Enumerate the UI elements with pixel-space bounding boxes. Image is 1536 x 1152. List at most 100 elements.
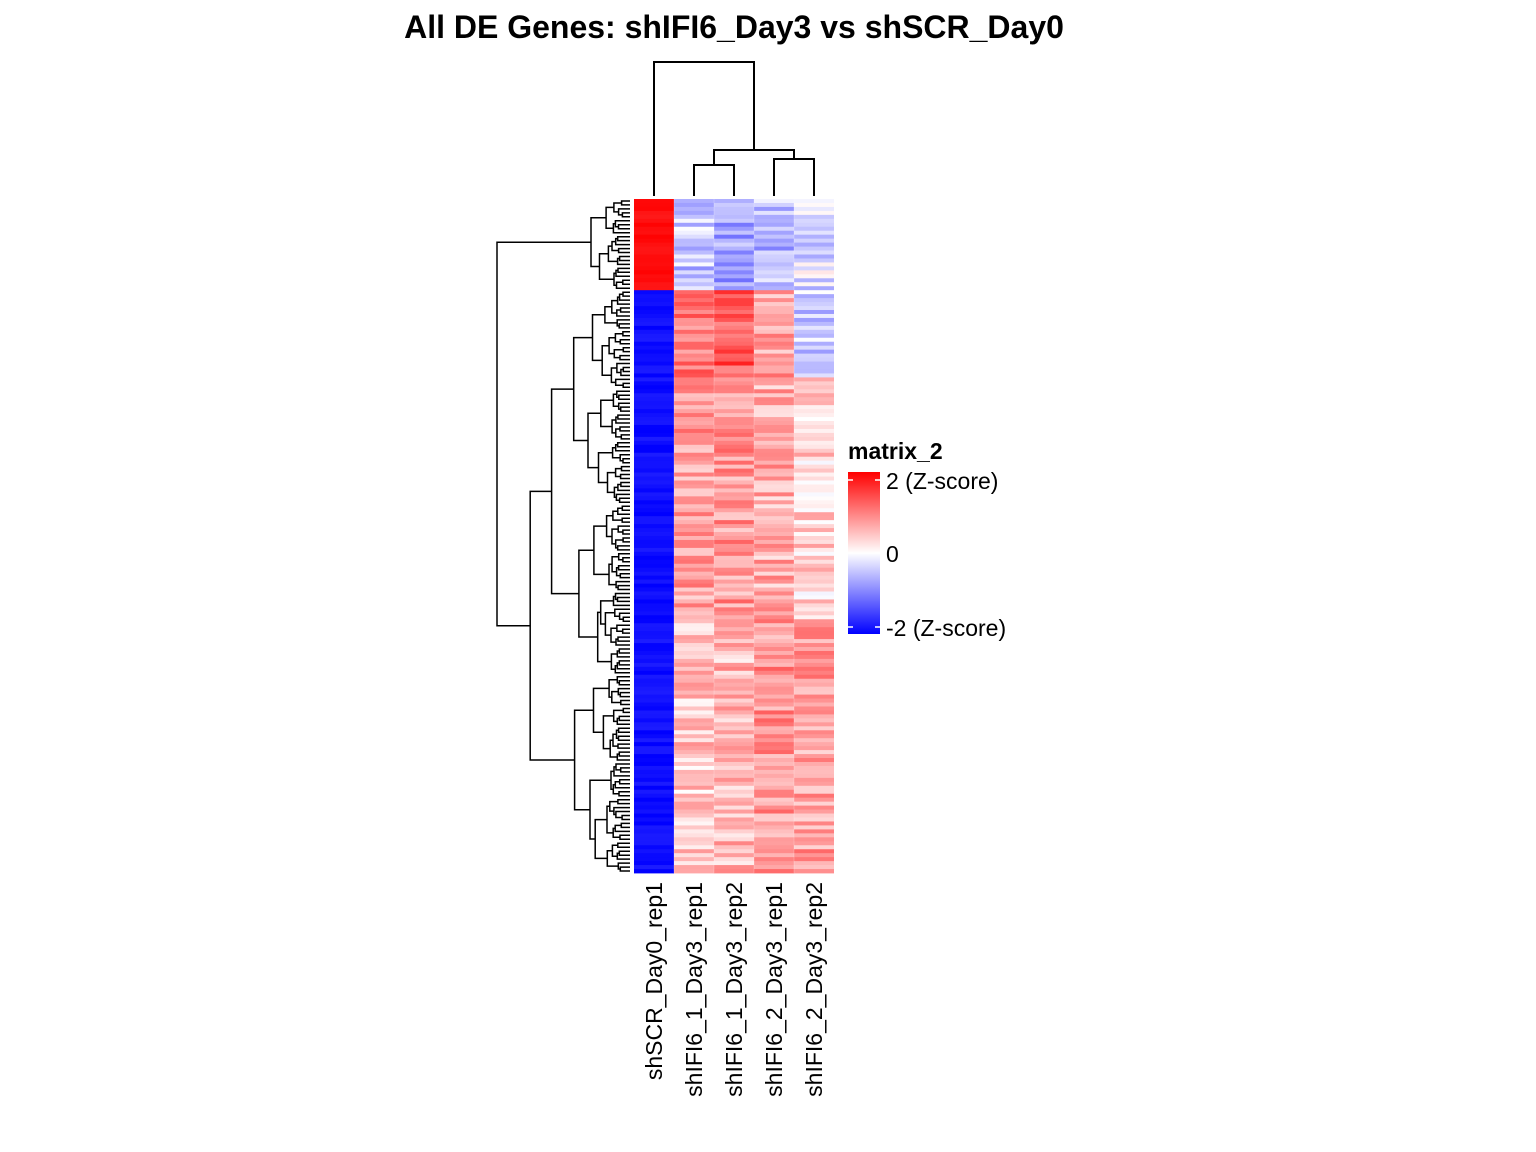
heatmap-cell [634,405,674,410]
heatmap-cell [714,666,754,672]
heatmap-cell [674,853,714,858]
heatmap-cell [634,599,674,604]
heatmap-cell [634,785,674,791]
heatmap-cell [634,686,674,692]
heatmap-cell [794,670,834,676]
heatmap-cell [754,524,794,529]
heatmap-cell [674,476,714,481]
heatmap-cell [634,464,674,469]
heatmap-cell [674,202,714,208]
heatmap-cell [714,226,754,232]
row-dendro-branch [619,406,630,412]
heatmap-cell [794,635,834,640]
heatmap-cell [674,294,714,299]
heatmap-cell [794,214,834,220]
heatmap-cell [634,750,674,755]
heatmap-cell [754,500,794,505]
heatmap-cell [794,313,834,319]
row-dendro-branch [615,763,630,771]
heatmap-cell [794,666,834,672]
heatmap-cell [714,698,754,703]
heatmap-cell [634,226,674,232]
heatmap-cell [674,365,714,370]
heatmap-cell [794,508,834,513]
heatmap-cell [754,650,794,656]
heatmap-cell [674,306,714,311]
row-dendro-branch [618,715,630,722]
heatmap-cell [634,345,674,351]
heatmap-cell [794,777,834,783]
heatmap-cell [674,615,714,620]
heatmap-cell [754,777,794,783]
heatmap-cell [754,682,794,688]
row-dendro-branch [621,505,630,511]
heatmap-cell [634,310,674,315]
heatmap-cell [714,286,754,291]
heatmap-cell [674,321,714,327]
heatmap-cell [634,777,674,783]
heatmap-cell [794,678,834,684]
heatmap-cell [754,202,794,208]
heatmap-cell [674,710,714,715]
heatmap-cell [754,480,794,485]
heatmap-cell [794,306,834,311]
heatmap-cell [634,865,674,870]
heatmap-cell [634,746,674,751]
heatmap-cell [794,230,834,236]
heatmap-cell [714,543,754,549]
heatmap-cell [634,528,674,533]
heatmap-cell [634,773,674,779]
heatmap-cell [794,817,834,822]
heatmap-cell [714,678,754,684]
heatmap-cell [754,643,794,648]
heatmap-cell [634,520,674,525]
heatmap-cell [754,702,794,707]
row-dendro-branch [598,253,614,281]
heatmap-cell [714,436,754,442]
heatmap-cell [674,769,714,775]
heatmap-cell [674,357,714,362]
heatmap-cell [674,226,714,232]
heatmap-cell [714,555,754,561]
heatmap-cell [674,266,714,271]
row-dendro-branch [620,368,630,377]
heatmap-cell [674,409,714,414]
heatmap-cell [674,635,714,640]
heatmap-cell [674,468,714,473]
heatmap-cell [674,278,714,283]
row-dendro-branch [622,457,630,464]
heatmap-cell [634,321,674,327]
heatmap-cell [714,789,754,795]
heatmap-cell [754,210,794,216]
heatmap-cell [714,635,754,640]
heatmap-cell [674,841,714,846]
heatmap-cell [794,500,834,505]
heatmap-cell [634,654,674,660]
heatmap-cell [634,516,674,521]
heatmap-cell [754,726,794,731]
row-dendro-branch [618,679,630,686]
heatmap-cell [634,595,674,600]
row-dendro-branch [621,814,630,821]
heatmap-cell [754,488,794,493]
heatmap-cell [674,805,714,810]
heatmap-cell [714,567,754,573]
row-dendro-branch [617,743,630,749]
heatmap-cell [714,199,754,204]
row-dendro-branch [618,660,630,666]
heatmap-cell [674,829,714,834]
heatmap-cell [714,583,754,588]
heatmap-cell [754,587,794,592]
heatmap-cell [674,722,714,727]
heatmap-cell [634,639,674,644]
heatmap-cell [754,428,794,434]
heatmap-cell [634,623,674,628]
heatmap-cell [714,302,754,307]
heatmap-cell [794,210,834,216]
heatmap-cell [754,337,794,343]
row-dendro-branch [597,451,613,484]
row-dendro-branch [617,727,630,734]
heatmap-cell [674,595,714,600]
heatmap-cell [794,476,834,481]
heatmap-cell [674,329,714,335]
